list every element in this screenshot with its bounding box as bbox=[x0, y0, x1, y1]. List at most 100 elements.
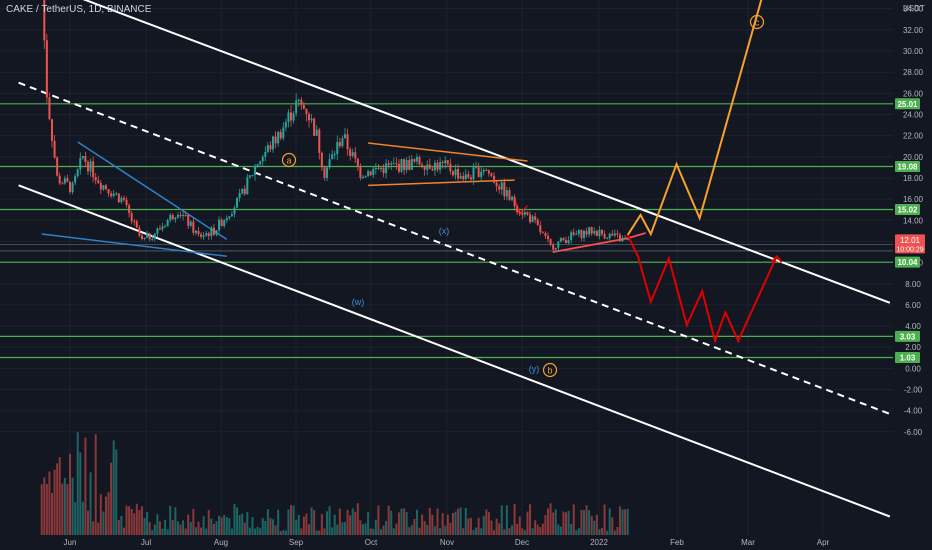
volume-bar bbox=[66, 484, 69, 535]
candle-body bbox=[336, 142, 339, 155]
volume-bar bbox=[585, 505, 588, 535]
candle-body bbox=[256, 164, 259, 167]
volume-bar bbox=[480, 528, 483, 535]
candle-body bbox=[518, 212, 521, 214]
level-value-label: 3.03 bbox=[900, 332, 916, 341]
volume-bar bbox=[61, 483, 64, 535]
volume-bar bbox=[500, 505, 503, 535]
time-axis[interactable]: Jun Jul Aug Sep Oct Nov Dec 2022 Feb Mar Apr bbox=[64, 538, 830, 547]
candle-body bbox=[493, 175, 496, 183]
candle-body bbox=[112, 193, 115, 197]
volume-bar bbox=[618, 506, 621, 535]
candle-body bbox=[331, 154, 334, 160]
candle-body bbox=[526, 212, 529, 215]
candle-body bbox=[544, 233, 547, 236]
candle-body bbox=[282, 127, 285, 139]
volume-bar bbox=[236, 507, 239, 535]
candle-body bbox=[171, 215, 174, 220]
volume-bar bbox=[369, 528, 372, 535]
candle-body bbox=[187, 214, 190, 226]
candle-body bbox=[446, 160, 449, 164]
volume-bar bbox=[212, 524, 215, 535]
candle-body bbox=[184, 214, 187, 216]
candle-body bbox=[562, 237, 565, 241]
volume-bar bbox=[413, 518, 416, 535]
candle-body bbox=[76, 169, 79, 177]
candle-body bbox=[146, 233, 149, 238]
volume-bar bbox=[554, 509, 557, 535]
candle-body bbox=[158, 228, 161, 230]
time-tick-label: Dec bbox=[515, 538, 529, 547]
volume-bar bbox=[387, 505, 390, 535]
volume-bar bbox=[151, 530, 154, 535]
candle-body bbox=[418, 157, 421, 165]
candle-body bbox=[505, 190, 508, 197]
wave-labels: a b c (x) (w) (y) bbox=[281, 14, 765, 378]
candle-body bbox=[616, 233, 619, 235]
volume-bar bbox=[202, 516, 205, 535]
volume-bar bbox=[421, 514, 424, 535]
candle-body bbox=[397, 163, 400, 172]
candle-body bbox=[593, 231, 596, 234]
volume-bar bbox=[351, 508, 354, 535]
candle-body bbox=[205, 233, 208, 236]
candle-body bbox=[557, 241, 560, 248]
volume-bar bbox=[292, 505, 295, 535]
candle-body bbox=[449, 163, 452, 172]
volume-bar bbox=[475, 527, 478, 535]
volume-bar bbox=[377, 505, 380, 535]
volume-bar bbox=[89, 472, 92, 535]
volume-bar bbox=[593, 520, 596, 535]
volume-bar bbox=[467, 518, 470, 535]
time-tick-label: Oct bbox=[365, 538, 378, 547]
volume-bar bbox=[392, 528, 395, 535]
volume-bar bbox=[331, 527, 334, 535]
candle-body bbox=[274, 136, 277, 144]
volume-bar bbox=[148, 522, 151, 535]
volume-bar bbox=[135, 503, 138, 535]
candle-body bbox=[69, 181, 71, 192]
volume-bar bbox=[297, 514, 300, 535]
candle-body bbox=[367, 171, 370, 177]
chart-title[interactable]: CAKE / TetherUS, 1D, BINANCE bbox=[6, 4, 152, 15]
candle-body bbox=[472, 167, 475, 180]
candle-body bbox=[238, 193, 241, 198]
volume-bar bbox=[200, 527, 203, 535]
candle-body bbox=[279, 131, 282, 139]
volume-bar bbox=[441, 513, 444, 535]
volume-bar bbox=[395, 523, 398, 535]
volume-bar bbox=[397, 512, 400, 535]
volume-bar bbox=[104, 496, 107, 535]
candle-body bbox=[125, 199, 128, 206]
volume-bar bbox=[205, 528, 208, 535]
volume-bar bbox=[69, 453, 71, 535]
candle-body bbox=[531, 216, 534, 223]
volume-bar bbox=[361, 524, 364, 535]
volume-bar bbox=[230, 528, 233, 535]
candle-body bbox=[218, 219, 221, 231]
volume-bar bbox=[248, 527, 251, 535]
volume-bar bbox=[552, 512, 555, 535]
candle-body bbox=[618, 234, 621, 242]
currency-unit-label: USDT bbox=[903, 4, 925, 13]
volume-bar bbox=[567, 510, 570, 535]
price-axis[interactable]: 42.0040.0038.0036.0034.0032.0030.0028.00… bbox=[895, 0, 925, 437]
candle-body bbox=[415, 157, 418, 162]
volume-bar bbox=[333, 514, 336, 535]
volume-bar bbox=[153, 524, 156, 535]
candle-body bbox=[575, 234, 578, 236]
candle-body bbox=[570, 232, 573, 241]
volume-bar bbox=[410, 525, 413, 535]
candle-body bbox=[500, 182, 503, 190]
candle-body bbox=[97, 180, 100, 184]
volume-bar bbox=[464, 507, 467, 535]
candle-body bbox=[102, 185, 105, 190]
candle-body bbox=[297, 99, 300, 101]
volume-bar bbox=[608, 508, 611, 535]
candle-body bbox=[356, 158, 359, 167]
volume-bar bbox=[53, 469, 56, 535]
candle-body bbox=[207, 233, 210, 237]
grid bbox=[0, 0, 893, 535]
volume-bar bbox=[508, 528, 511, 535]
